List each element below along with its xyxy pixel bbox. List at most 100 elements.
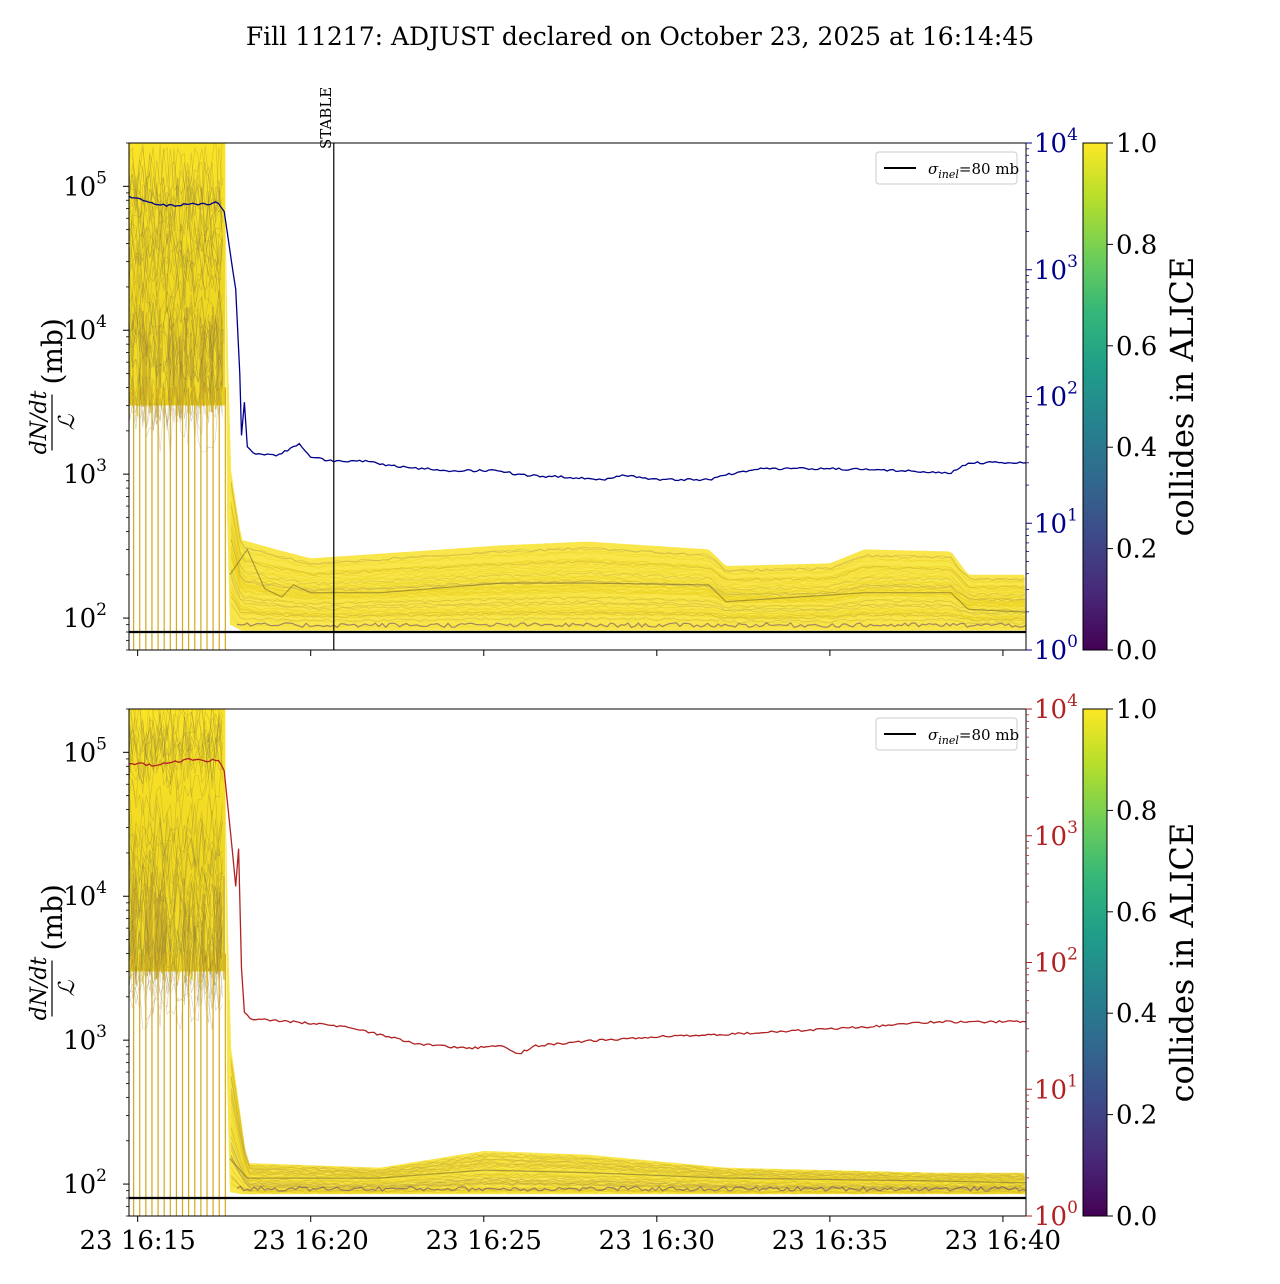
texture-line: [129, 734, 223, 803]
band-line: [230, 1183, 1025, 1195]
band-line: [230, 596, 1025, 622]
texture-line: [129, 278, 223, 339]
y2-tick-label: 104: [1034, 691, 1078, 725]
texture-line: [129, 212, 223, 272]
texture-line: [129, 291, 223, 359]
texture-line: [129, 854, 223, 923]
band-line: [230, 1156, 1025, 1191]
top-panel: STABLE 102 103 104 105 100 101 102 103 104 dN/dt ℒ (…: [27, 87, 1201, 666]
texture-line: [129, 146, 223, 217]
y-tick-label: 102: [63, 1166, 107, 1200]
colorbar-tick-label: 0.0: [1116, 636, 1157, 666]
y2-tick-label: 101: [1034, 505, 1078, 539]
texture-line: [129, 183, 223, 253]
y2-tick-label: 100: [1034, 1198, 1078, 1232]
texture-line: [129, 195, 223, 267]
texture-line: [129, 709, 223, 765]
plot-area: [129, 143, 1026, 650]
texture-line: [129, 177, 223, 248]
texture-line: [129, 718, 223, 787]
band-line: [230, 574, 1025, 615]
texture-line: [129, 243, 223, 313]
y-tick-label: 104: [63, 312, 107, 346]
y-tick-label: 103: [63, 456, 107, 490]
band-line: [230, 522, 1025, 595]
band-line: [230, 592, 1025, 620]
texture-line: [129, 304, 223, 376]
y-tick-label: 105: [63, 168, 107, 202]
colorbar-label: collides in ALICE: [1163, 257, 1201, 537]
band-line: [230, 1093, 1025, 1182]
y-label-unit: (mb): [36, 318, 69, 384]
x-tick-label: 23 16:40: [945, 1226, 1061, 1256]
texture-line: [129, 800, 223, 868]
colorbar-tick-label: 0.8: [1116, 796, 1157, 826]
y2-tick-label: 103: [1034, 252, 1078, 286]
texture-line: [129, 709, 223, 772]
band-line: [230, 603, 1025, 625]
texture-line: [129, 816, 223, 886]
texture-line: [129, 858, 223, 928]
band-line: [230, 1065, 1025, 1178]
y2-tick-label: 104: [1034, 125, 1078, 159]
band-line: [230, 577, 1025, 616]
y-label-denominator: ℒ: [55, 413, 80, 430]
y-label-denominator: ℒ: [55, 979, 80, 996]
legend-box: [875, 717, 1018, 751]
texture-line: [129, 717, 223, 780]
texture-line: [129, 865, 223, 937]
band-line: [230, 584, 1025, 618]
band-line: [230, 592, 1025, 621]
band-line: [230, 539, 1025, 602]
y-axis-label: dN/dt ℒ (mb): [27, 318, 80, 454]
band-line: [230, 1122, 1025, 1186]
x-tick-label: 23 16:30: [599, 1226, 715, 1256]
texture-line: [129, 306, 223, 372]
band-line: [230, 489, 1025, 584]
colorbar-tick-label: 0.0: [1116, 1202, 1157, 1232]
texture-line: [129, 834, 223, 896]
texture-line: [129, 709, 223, 757]
texture-line: [129, 889, 223, 958]
band-line: [230, 1059, 1025, 1176]
figure-title: Fill 11217: ADJUST declared on October 2…: [246, 22, 1034, 51]
y2-tick-label: 102: [1034, 945, 1078, 979]
band-low-trace: [236, 622, 1026, 629]
y2-tick-label: 102: [1034, 379, 1078, 413]
band-line: [230, 586, 1025, 618]
texture-line: [129, 849, 223, 921]
texture-line: [129, 143, 223, 206]
texture-line: [129, 713, 223, 785]
y-label-numerator: dN/dt: [27, 391, 52, 455]
colorbar-tick-label: 0.8: [1116, 230, 1157, 260]
texture-line: [129, 220, 223, 289]
texture-line: [129, 329, 223, 389]
band-line: [230, 486, 1025, 583]
texture-line: [129, 227, 223, 292]
band-line: [230, 606, 1025, 626]
texture-line: [129, 369, 223, 439]
texture-line: [129, 937, 223, 1008]
colorbar-tick-label: 1.0: [1116, 695, 1157, 725]
texture-line: [129, 198, 223, 261]
texture-line: [129, 803, 223, 873]
texture-line: [129, 145, 223, 214]
band-line: [230, 534, 1025, 600]
texture-line: [129, 719, 223, 784]
legend: σinel=80 mb: [875, 717, 1019, 751]
y2-tick-label: 103: [1034, 818, 1078, 852]
texture-line: [129, 927, 223, 996]
texture-line: [129, 883, 223, 948]
texture-line: [129, 368, 223, 435]
texture-line: [129, 882, 223, 953]
texture-line: [129, 709, 223, 765]
band-core-line: [229, 548, 1026, 613]
texture-line: [129, 838, 223, 905]
y-label-numerator: dN/dt: [27, 957, 52, 1021]
rate-series-line: [129, 195, 1026, 482]
texture-line: [129, 223, 223, 295]
colorbar-tick-label: 0.4: [1116, 999, 1157, 1029]
x-tick-label: 23 16:15: [80, 1226, 196, 1256]
band-line: [230, 591, 1025, 621]
